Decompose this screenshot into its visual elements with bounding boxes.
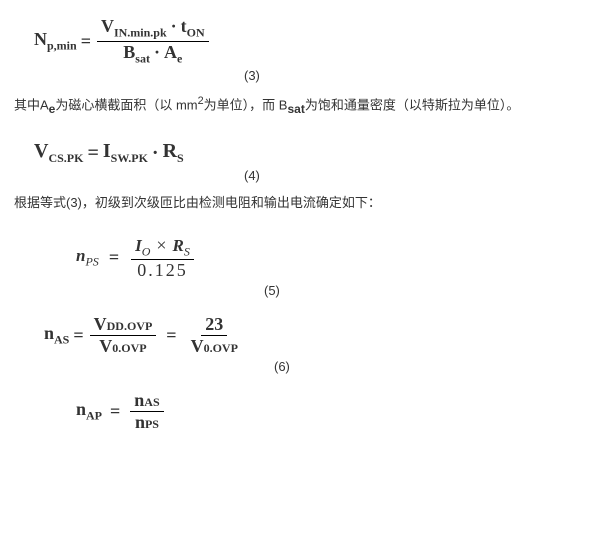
equation-3: Np,min = VIN.min.pk · tON Bsat · Ae xyxy=(32,16,213,66)
equation-4: VCS.PK = ISW.PK · RS xyxy=(32,140,186,166)
equation-3-number: (3) xyxy=(244,68,594,83)
equation-7: nAP = nAS nPS xyxy=(74,390,168,433)
equation-5-number: (5) xyxy=(264,283,594,298)
paragraph-2: 根据等式(3)，初级到次级匝比由检测电阻和输出电流确定如下： xyxy=(14,193,594,213)
equation-6-number: (6) xyxy=(274,359,594,374)
paragraph-1: 其中Ae为磁心横截面积（以 mm2为单位），而 Bsat为饱和通量密度（以特斯拉… xyxy=(14,93,594,118)
equation-5: nPS = IO × RS 0.125 xyxy=(74,235,198,281)
equation-6: nAS = VDD.OVP V0.OVP = 23 V0.OVP xyxy=(42,314,246,357)
equation-4-number: (4) xyxy=(244,168,594,183)
